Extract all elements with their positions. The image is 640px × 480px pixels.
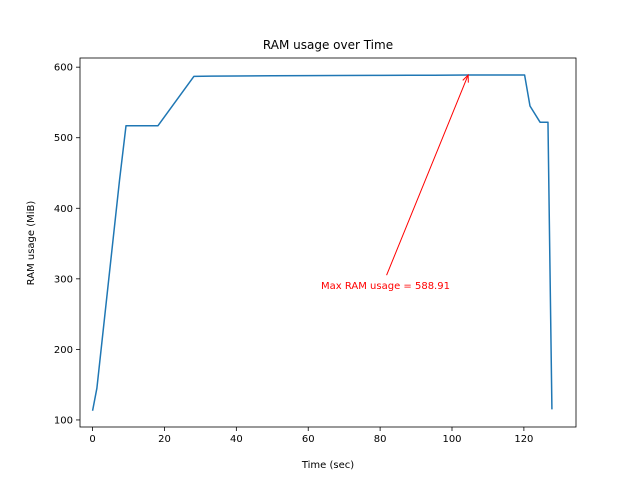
series-layer	[91, 74, 553, 411]
annotation-text: Max RAM usage = 588.91	[321, 281, 450, 292]
y-tick-label: 500	[54, 133, 73, 144]
x-tick-label: 80	[374, 434, 387, 445]
y-tick-label: 300	[54, 274, 73, 285]
y-axis-label: RAM usage (MiB)	[26, 201, 37, 286]
chart-title: RAM usage over Time	[263, 38, 393, 52]
y-tick-label: 400	[54, 204, 73, 215]
plot-frame	[79, 57, 577, 428]
plot-area	[79, 57, 577, 428]
x-tick-label: 120	[514, 434, 533, 445]
x-axis-ticks: 0 20 40 60 80 100 120	[89, 427, 533, 445]
x-tick-label: 60	[302, 434, 315, 445]
x-tick-label: 20	[158, 434, 171, 445]
x-tick-label: 40	[230, 434, 243, 445]
annotation-layer: Max RAM usage = 588.91	[321, 73, 469, 292]
y-tick-label: 200	[54, 345, 73, 356]
annotation-arrowhead	[462, 73, 469, 83]
x-tick-label: 0	[89, 434, 95, 445]
ram-usage-line	[91, 74, 553, 411]
y-axis-ticks: 100 200 300 400 500 600	[54, 63, 80, 426]
y-tick-label: 100	[54, 415, 73, 426]
x-tick-label: 100	[442, 434, 461, 445]
y-tick-label: 600	[54, 63, 73, 74]
annotation-arrow	[386, 74, 469, 276]
x-axis-label: Time (sec)	[301, 460, 354, 471]
